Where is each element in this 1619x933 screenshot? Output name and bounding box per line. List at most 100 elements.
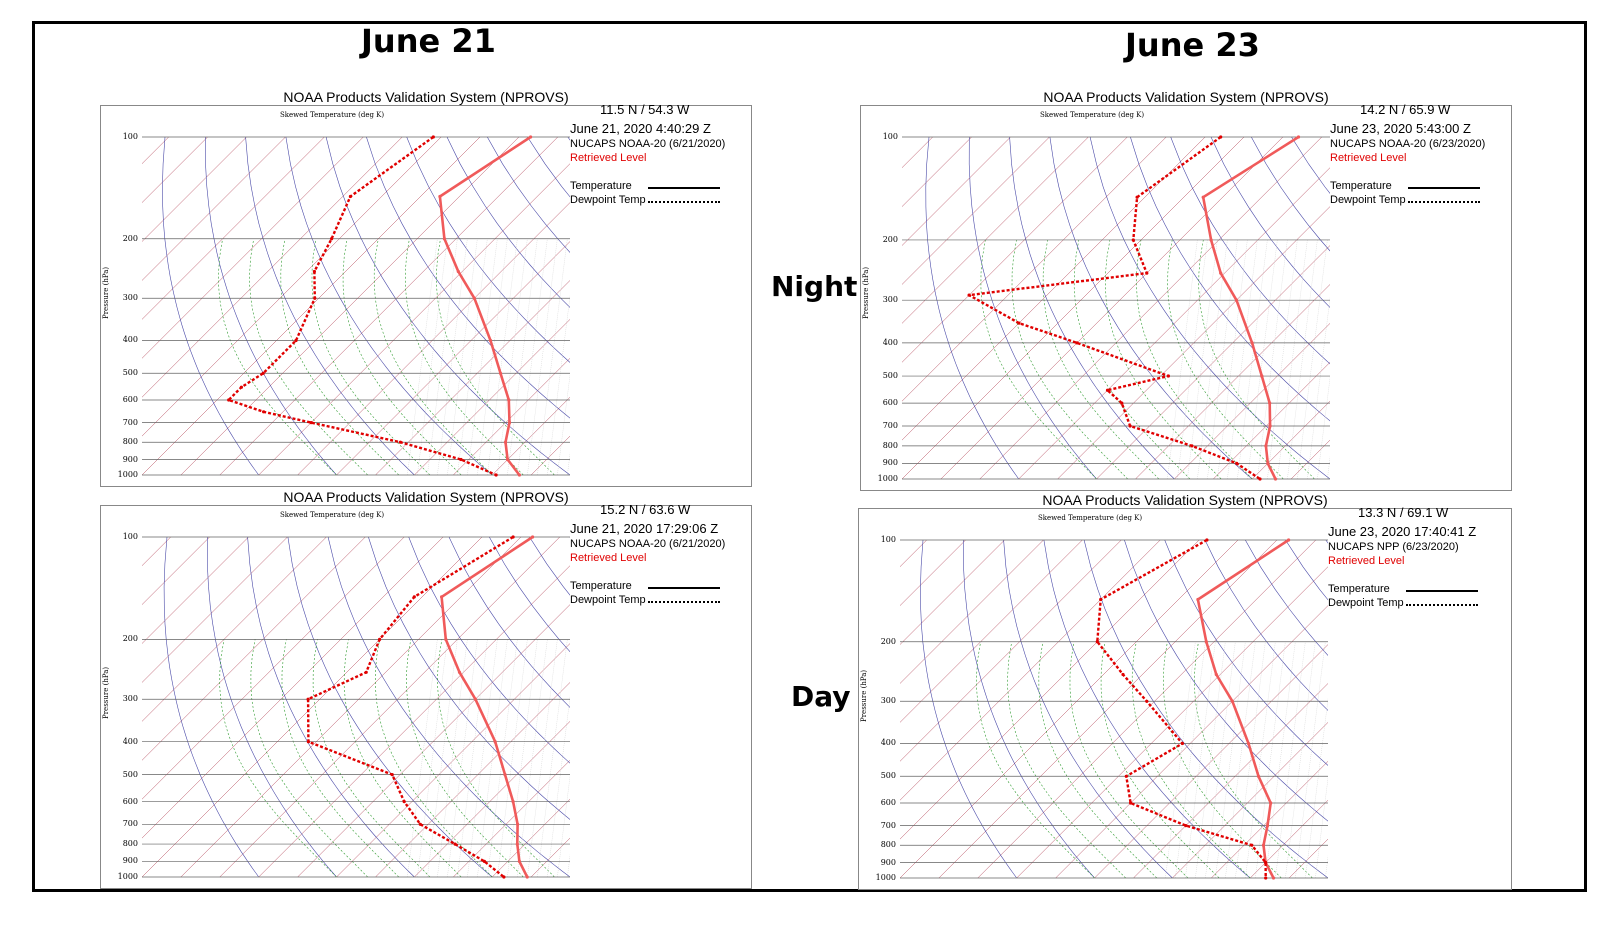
mixing-ratio-line bbox=[1227, 239, 1258, 479]
pressure-tick-label: 1000 bbox=[877, 474, 898, 483]
moist-adiabat-line bbox=[1069, 641, 1189, 878]
pressure-tick-label: 600 bbox=[122, 395, 138, 404]
temperature-point bbox=[438, 194, 442, 199]
skewt-panel-3: NOAA Products Validation System (NPROVS)… bbox=[100, 489, 752, 889]
dewpoint-point bbox=[1128, 424, 1132, 428]
moist-adiabat-line bbox=[250, 639, 368, 877]
isotherm-line bbox=[902, 137, 1050, 285]
dewpoint-point bbox=[459, 457, 463, 462]
isotherm-line bbox=[900, 540, 1044, 684]
dry-adiabat-line bbox=[1285, 540, 1328, 601]
dewpoint-point bbox=[1120, 401, 1124, 405]
dry-adiabat-line bbox=[963, 540, 1095, 878]
dewpoint-point bbox=[412, 595, 416, 599]
moist-adiabat-line bbox=[1038, 641, 1158, 878]
isotherm-line bbox=[1135, 284, 1330, 479]
dry-adiabat-line bbox=[163, 537, 259, 877]
pressure-tick-label: 800 bbox=[880, 840, 896, 850]
dewpoint-point bbox=[1166, 374, 1170, 378]
location-text: 14.2 N / 65.9 W bbox=[1360, 102, 1451, 117]
mixing-ratio-line bbox=[1175, 641, 1206, 878]
temperature-point bbox=[503, 773, 507, 777]
dewpoint-point bbox=[262, 410, 266, 414]
legend-dewpoint-swatch bbox=[1406, 604, 1478, 606]
dewpoint-point bbox=[390, 773, 394, 777]
dewpoint-point bbox=[306, 740, 310, 744]
dewpoint-profile-line bbox=[306, 535, 514, 878]
mixing-ratio-line bbox=[1297, 239, 1328, 479]
dewpoint-point bbox=[1190, 444, 1194, 448]
moist-adiabat-line bbox=[342, 238, 462, 475]
plot-subtitle: Skewed Temperature (deg K) bbox=[1040, 111, 1145, 119]
temperature-point bbox=[440, 595, 444, 599]
moist-adiabat-line bbox=[1100, 641, 1220, 878]
dry-adiabat-line bbox=[1124, 540, 1328, 822]
isotherm-line bbox=[142, 137, 364, 359]
mixing-ratio-line bbox=[567, 452, 570, 475]
pressure-tick-label: 500 bbox=[882, 371, 898, 381]
pressure-tick-label: 300 bbox=[122, 694, 138, 704]
dewpoint-profile-line bbox=[1096, 538, 1267, 879]
isotherm-line bbox=[902, 137, 1089, 324]
isotherm-line bbox=[902, 137, 1011, 246]
dewpoint-point bbox=[494, 473, 498, 477]
isotherm-line bbox=[1252, 400, 1330, 479]
dewpoint-point bbox=[1121, 672, 1125, 677]
pressure-tick-label: 100 bbox=[882, 132, 898, 141]
temperature-point bbox=[529, 135, 533, 139]
plot-subtitle: Skewed Temperature (deg K) bbox=[280, 111, 385, 119]
temperature-point bbox=[1196, 597, 1200, 602]
moist-adiabat-line bbox=[1136, 239, 1253, 479]
dry-adiabat-line bbox=[327, 537, 570, 877]
dewpoint-point bbox=[1135, 195, 1139, 199]
temperature-profile-line bbox=[440, 535, 534, 878]
temperature-point bbox=[1230, 699, 1234, 703]
dewpoint-point bbox=[1124, 774, 1128, 778]
moist-adiabat-line bbox=[1198, 239, 1315, 479]
legend-temperature-swatch bbox=[1406, 590, 1478, 592]
dewpoint-point bbox=[402, 800, 406, 804]
isotherm-line bbox=[336, 643, 570, 877]
dry-adiabat-line bbox=[1210, 137, 1330, 308]
dewpoint-point bbox=[1131, 238, 1135, 242]
mixing-ratio-line bbox=[487, 238, 518, 475]
isotherm-line bbox=[900, 540, 1161, 801]
isotherm-line bbox=[1018, 167, 1330, 479]
legend-dewpoint-swatch bbox=[648, 201, 720, 203]
dewpoint-point bbox=[1205, 538, 1209, 542]
dewpoint-point bbox=[1264, 876, 1268, 880]
temperature-point bbox=[1265, 824, 1270, 828]
panel-title: NOAA Products Validation System (NPROVS) bbox=[283, 89, 569, 105]
retrieved-level-text: Retrieved Level bbox=[570, 552, 647, 564]
temperature-point bbox=[516, 822, 520, 826]
mixing-ratio-line bbox=[467, 238, 498, 475]
isotherm-line bbox=[1172, 722, 1328, 878]
moist-adiabat-line bbox=[1167, 239, 1284, 479]
isotherm-line bbox=[219, 537, 560, 877]
dry-adiabat-line bbox=[247, 537, 415, 877]
mixing-ratio-line bbox=[1327, 456, 1330, 479]
legend-temperature-label: Temperature bbox=[570, 180, 632, 192]
product-text: NUCAPS NOAA-20 (6/21/2020) bbox=[570, 538, 726, 550]
mixing-ratio-line bbox=[467, 639, 498, 877]
isotherm-line bbox=[1055, 605, 1328, 878]
mixing-ratio-line bbox=[417, 238, 448, 475]
dry-adiabat-line bbox=[1083, 540, 1328, 878]
dewpoint-profile-line bbox=[227, 136, 497, 477]
isotherm-line bbox=[142, 137, 208, 203]
retrieved-level-text: Retrieved Level bbox=[1328, 555, 1405, 567]
dry-adiabat-line bbox=[968, 137, 1097, 479]
moist-adiabat-line bbox=[249, 238, 368, 475]
isotherm-line bbox=[336, 241, 570, 475]
temperature-point bbox=[1204, 640, 1208, 644]
mixing-ratio-line bbox=[577, 639, 607, 877]
mixing-ratio-line bbox=[457, 238, 488, 475]
pressure-tick-label: 200 bbox=[880, 636, 896, 646]
mixing-ratio-line bbox=[427, 238, 458, 475]
dry-adiabat-line bbox=[448, 537, 570, 708]
isotherm-line bbox=[902, 137, 972, 207]
moist-adiabat-line bbox=[375, 639, 493, 877]
isotherm-line bbox=[142, 537, 405, 800]
dry-adiabat-line bbox=[1043, 540, 1251, 878]
pressure-tick-label: 200 bbox=[882, 234, 898, 244]
